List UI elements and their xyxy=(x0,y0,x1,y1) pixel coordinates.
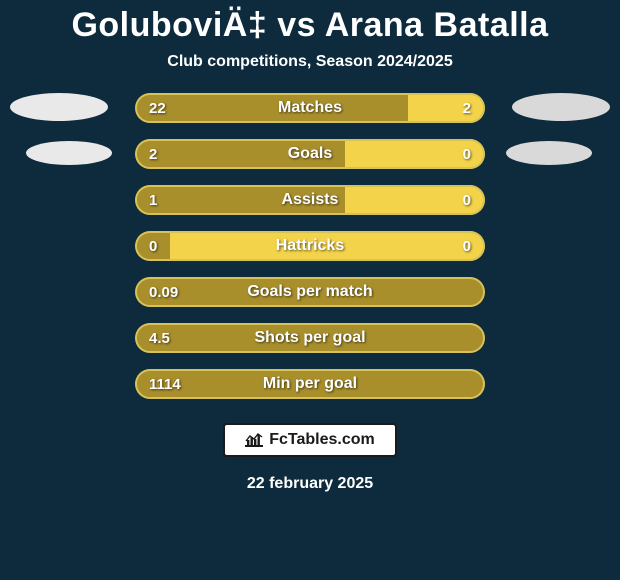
date-text: 22 february 2025 xyxy=(247,475,373,493)
attribution-text: FcTables.com xyxy=(269,431,375,449)
stat-row: Min per goal1114 xyxy=(0,369,620,399)
stat-bar-left-segment xyxy=(135,369,485,399)
chart-icon xyxy=(245,433,263,447)
stat-bar-left-segment xyxy=(135,277,485,307)
stat-bar: Goals20 xyxy=(135,139,485,169)
stat-bar-left-segment xyxy=(135,323,485,353)
stat-row: Shots per goal4.5 xyxy=(0,323,620,353)
stat-bar-left-segment xyxy=(135,93,408,123)
attribution-badge: FcTables.com xyxy=(223,423,397,457)
stat-bar: Min per goal1114 xyxy=(135,369,485,399)
stat-bar-left-segment xyxy=(135,139,345,169)
stat-bar-right-segment xyxy=(408,93,485,123)
stat-bar: Matches222 xyxy=(135,93,485,123)
player-right-placeholder xyxy=(512,93,610,121)
stat-bar: Goals per match0.09 xyxy=(135,277,485,307)
stat-bar: Assists10 xyxy=(135,185,485,215)
page-title: GoluboviÄ‡ vs Arana Batalla xyxy=(71,6,548,45)
stats-rows: Matches222 Goals20 Assists10 Hattricks00 Goa… xyxy=(0,93,620,399)
player-right-placeholder xyxy=(506,141,592,165)
player-left-placeholder xyxy=(10,93,108,121)
stat-bar: Hattricks00 xyxy=(135,231,485,261)
player-left-placeholder xyxy=(26,141,112,165)
stat-bar-right-segment xyxy=(345,139,485,169)
stat-row: Matches222 xyxy=(0,93,620,123)
stat-row: Goals per match0.09 xyxy=(0,277,620,307)
stat-row: Hattricks00 xyxy=(0,231,620,261)
stat-bar-right-segment xyxy=(345,185,485,215)
stat-bar-left-segment xyxy=(135,231,170,261)
stat-bar-left-segment xyxy=(135,185,345,215)
stat-bar: Shots per goal4.5 xyxy=(135,323,485,353)
stat-row: Assists10 xyxy=(0,185,620,215)
page-subtitle: Club competitions, Season 2024/2025 xyxy=(167,53,452,71)
stat-row: Goals20 xyxy=(0,139,620,169)
stat-bar-right-segment xyxy=(170,231,485,261)
content-root: GoluboviÄ‡ vs Arana Batalla Club competi… xyxy=(0,0,620,580)
